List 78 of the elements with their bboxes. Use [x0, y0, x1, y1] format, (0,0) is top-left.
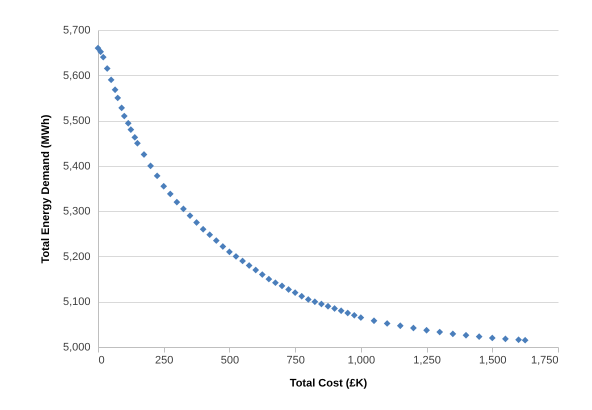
x-tick-label: 1,000 [348, 354, 376, 366]
point [131, 134, 138, 141]
x-tick-label: 500 [220, 354, 240, 366]
point [436, 328, 444, 336]
point [104, 65, 111, 72]
point [450, 330, 456, 338]
point [118, 104, 126, 112]
point [120, 112, 128, 120]
point [384, 320, 390, 327]
point [114, 94, 122, 102]
y-tick-label: 5,500 [62, 115, 90, 128]
point [108, 76, 114, 84]
point [423, 326, 430, 334]
point [100, 54, 107, 61]
point [212, 237, 220, 244]
point [522, 336, 528, 344]
point [128, 126, 134, 133]
point [246, 262, 252, 269]
point [396, 322, 404, 330]
point [344, 310, 352, 316]
y-tick-label: 5,300 [62, 206, 90, 218]
point [200, 226, 206, 233]
point [266, 276, 272, 282]
point [174, 198, 180, 206]
x-tick-label: 0 [98, 354, 105, 366]
x-tick-label: 250 [155, 354, 174, 366]
x-tick-label: 1,500 [479, 354, 507, 366]
point [324, 302, 332, 310]
point [370, 317, 378, 324]
point [160, 182, 168, 190]
x-tick-label: 1,750 [530, 354, 558, 366]
point [134, 140, 141, 147]
point [186, 212, 194, 220]
point [292, 289, 298, 296]
point [488, 334, 496, 342]
point [285, 286, 292, 293]
point [350, 312, 358, 319]
point [140, 151, 148, 158]
y-tick-label: 5,400 [62, 160, 90, 172]
point [298, 292, 306, 300]
point [476, 333, 482, 340]
point [112, 86, 118, 94]
point [278, 282, 286, 290]
point [166, 190, 174, 198]
point [206, 231, 214, 238]
point [462, 332, 470, 339]
point [220, 243, 226, 250]
point [180, 206, 187, 212]
x-axis-title: Total Cost (£K) [290, 378, 368, 390]
y-tick-label: 5,000 [62, 342, 90, 354]
y-tick-label: 5,700 [62, 24, 90, 36]
point [97, 48, 104, 56]
x-tick-label: 1,250 [413, 354, 441, 366]
x-tick-label: 750 [286, 354, 305, 366]
point [252, 266, 260, 274]
y-tick-label: 5,200 [62, 250, 90, 263]
point [318, 300, 325, 308]
point [147, 162, 154, 170]
y-tick-label: 5,600 [62, 70, 90, 82]
point [312, 298, 318, 306]
point [358, 314, 364, 321]
point [124, 120, 132, 127]
point [193, 219, 200, 226]
point [258, 271, 266, 278]
point [272, 279, 279, 286]
point [94, 44, 102, 52]
point [304, 296, 312, 303]
point [502, 335, 509, 342]
point [154, 172, 160, 180]
point [239, 258, 246, 264]
y-tick-label: 5,100 [62, 296, 90, 308]
point [331, 305, 338, 312]
point [232, 253, 240, 260]
point [515, 336, 522, 344]
point [338, 307, 344, 314]
point [410, 324, 417, 332]
y-axis-title: Total Energy Demand (MWh) [40, 114, 52, 264]
point [226, 248, 233, 256]
